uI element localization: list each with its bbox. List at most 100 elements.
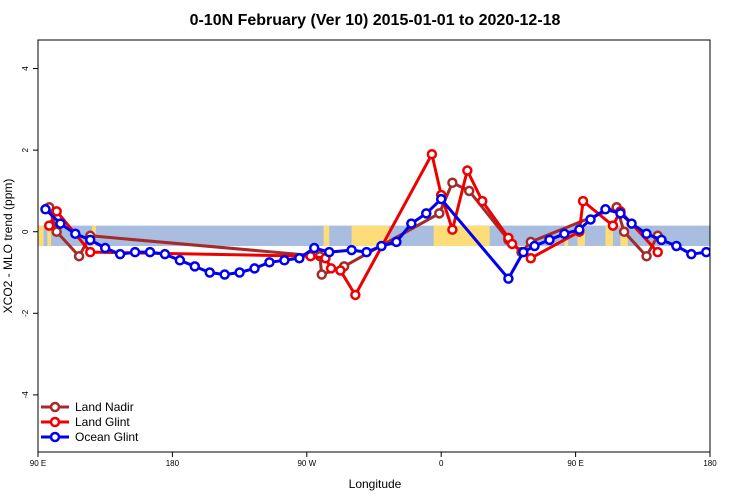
land-nadir-point	[618, 226, 630, 237]
x-tick-label: 0	[439, 459, 444, 468]
land-glint-point	[350, 289, 361, 301]
land-segment	[605, 225, 613, 246]
ocean-glint-point	[600, 204, 611, 215]
y-tick-label: -4	[21, 391, 30, 399]
ocean-glint-point	[376, 240, 387, 252]
ocean-glint-point	[732, 250, 740, 258]
ocean-glint-point	[701, 246, 710, 258]
land-glint-point	[506, 238, 518, 250]
land-glint-point	[335, 265, 346, 276]
ocean-glint-point	[129, 246, 141, 258]
land-nadir-point	[316, 269, 327, 280]
ocean-glint-point	[234, 267, 245, 278]
land-nadir-point	[51, 226, 62, 237]
ocean-glint-point	[544, 234, 555, 246]
land-segment	[38, 225, 44, 246]
legend-marker-ocean-glint	[49, 431, 61, 443]
ocean-glint-point	[671, 240, 682, 252]
ocean-glint-point	[40, 204, 51, 215]
ocean-glint-point	[421, 208, 432, 219]
ocean-glint-point	[99, 242, 111, 254]
land-nadir-point	[73, 250, 85, 262]
ocean-glint-point	[406, 218, 417, 229]
legend-label-land-glint: Land Glint	[75, 415, 130, 429]
ocean-glint-point	[159, 248, 171, 260]
land-glint-point	[607, 220, 619, 231]
legend-marker-land-nadir	[49, 401, 61, 413]
ocean-glint-point	[114, 248, 126, 260]
land-segment	[323, 225, 330, 246]
ocean-glint-point	[249, 263, 260, 274]
ocean-glint-point	[615, 208, 626, 219]
legend-label-land-nadir: Land Nadir	[75, 400, 134, 414]
series-layer	[40, 148, 740, 301]
ocean-glint-point	[361, 246, 372, 258]
ocean-glint-point	[144, 246, 156, 258]
ocean-glint-point	[323, 246, 335, 258]
plot-frame	[37, 39, 711, 453]
land-glint-point	[43, 220, 55, 231]
ocean-glint-point	[391, 236, 402, 248]
ocean-glint-point	[529, 240, 540, 252]
ocean-glint-point	[686, 248, 697, 260]
land-glint-point	[447, 224, 458, 235]
ocean-glint-point	[189, 261, 201, 272]
y-axis-label: XCO2 - MLO trend (ppm)	[1, 179, 15, 314]
land-nadir-point	[434, 208, 445, 219]
series-ocean-glint	[40, 193, 740, 284]
land-glint-point	[85, 246, 96, 258]
ocean-glint-point	[518, 246, 529, 258]
legend-label-ocean-glint: Ocean Glint	[75, 430, 139, 444]
land-glint-line	[47, 152, 659, 297]
land-glint-point	[462, 165, 473, 176]
ocean-glint-point	[585, 214, 596, 225]
x-tick-label: 180	[166, 459, 180, 468]
ocean-glint-point	[294, 252, 305, 264]
x-axis: 90 E 180 90 W 0 90 E 180	[30, 452, 717, 468]
ocean-glint-point	[174, 255, 186, 266]
ocean-glint-point	[55, 218, 66, 229]
ocean-glint-point	[219, 269, 230, 280]
ocean-glint-point	[656, 234, 667, 246]
ocean-glint-point	[70, 228, 81, 240]
land-glint-point	[652, 246, 663, 258]
y-tick-label: 2	[21, 147, 30, 152]
land-glint-point	[477, 195, 488, 207]
y-tick-label: 0	[21, 229, 30, 234]
x-tick-label: 90 E	[30, 459, 46, 468]
land-glint-point	[51, 206, 62, 217]
land-glint-point	[577, 195, 589, 207]
ocean-glint-point	[641, 228, 652, 240]
ocean-glint-point	[574, 224, 585, 235]
land-glint-point	[426, 148, 438, 160]
plot-area	[38, 148, 740, 301]
land-nadir-point	[447, 177, 458, 189]
land-segment	[351, 225, 389, 246]
land-glint-point	[325, 263, 337, 274]
y-tick-label: -2	[21, 309, 30, 317]
land-nadir-point	[641, 250, 652, 262]
ocean-glint-point	[503, 273, 514, 284]
ocean-glint-point	[346, 244, 357, 256]
ocean-glint-point	[717, 248, 725, 256]
land-segment	[47, 225, 52, 246]
ocean-glint-point	[559, 228, 570, 240]
chart-title: 0-10N February (Ver 10) 2015-01-01 to 20…	[190, 12, 561, 29]
land-segment	[433, 225, 490, 246]
x-tick-label: 90 E	[567, 459, 583, 468]
y-tick-label: 4	[21, 66, 30, 71]
ocean-glint-point	[204, 267, 215, 278]
ocean-glint-point	[264, 257, 275, 268]
series-land-glint	[43, 148, 663, 301]
ocean-glint-point	[279, 255, 290, 266]
x-tick-label: 90 W	[297, 459, 316, 468]
x-axis-label: Longitude	[349, 477, 402, 491]
ocean-glint-point	[626, 218, 637, 229]
land-nadir-point	[463, 185, 475, 197]
x-tick-label: 180	[703, 459, 717, 468]
ocean-glint-point	[85, 234, 96, 246]
ocean-glint-point	[435, 193, 447, 205]
legend-marker-land-glint	[49, 416, 61, 428]
ocean-glint-point	[309, 242, 320, 254]
